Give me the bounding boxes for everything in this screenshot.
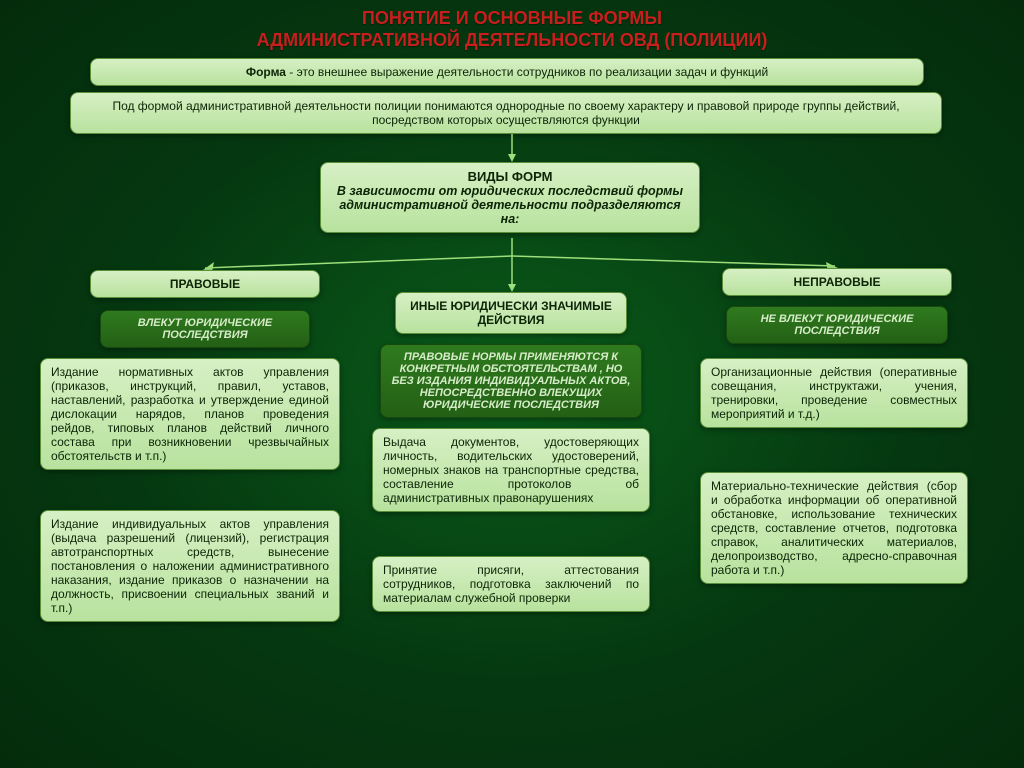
other-header: ИНЫЕ ЮРИДИЧЕСКИ ЗНАЧИМЫЕ ДЕЙСТВИЯ (395, 292, 627, 334)
legal-box1-text: Издание нормативных актов управления (пр… (51, 365, 329, 463)
legal-box1: Издание нормативных актов управления (пр… (40, 358, 340, 470)
other-header-text: ИНЫЕ ЮРИДИЧЕСКИ ЗНАЧИМЫЕ ДЕЙСТВИЯ (410, 299, 612, 327)
types-header-sub: В зависимости от юридических последствий… (331, 184, 689, 226)
other-box1: Выдача документов, удостоверяющих личнос… (372, 428, 650, 512)
other-box1-text: Выдача документов, удостоверяющих личнос… (383, 435, 639, 505)
nonlegal-box2-text: Материально-технические действия (сбор и… (711, 479, 957, 577)
title-line1: ПОНЯТИЕ И ОСНОВНЫЕ ФОРМЫ (0, 8, 1024, 30)
nonlegal-box2: Материально-технические действия (сбор и… (700, 472, 968, 584)
other-sub: ПРАВОВЫЕ НОРМЫ ПРИМЕНЯЮТСЯ К КОНКРЕТНЫМ … (380, 344, 642, 418)
other-box2: Принятие присяги, аттестования сотрудник… (372, 556, 650, 612)
legal-header-text: ПРАВОВЫЕ (170, 277, 240, 291)
types-header-box: ВИДЫ ФОРМ В зависимости от юридических п… (320, 162, 700, 233)
nonlegal-header-text: НЕПРАВОВЫЕ (793, 275, 880, 289)
nonlegal-sub-text: НЕ ВЛЕКУТ ЮРИДИЧЕСКИЕ ПОСЛЕДСТВИЯ (761, 313, 914, 337)
legal-box2: Издание индивидуальных актов управления … (40, 510, 340, 622)
nonlegal-box1-text: Организационные действия (оперативные со… (711, 365, 957, 421)
types-header-title: ВИДЫ ФОРМ (331, 169, 689, 184)
definition-form-bold: Форма (246, 65, 286, 79)
definition-admin: Под формой административной деятельности… (70, 92, 942, 134)
other-sub-text: ПРАВОВЫЕ НОРМЫ ПРИМЕНЯЮТСЯ К КОНКРЕТНЫМ … (392, 351, 631, 411)
other-box2-text: Принятие присяги, аттестования сотрудник… (383, 563, 639, 605)
nonlegal-sub: НЕ ВЛЕКУТ ЮРИДИЧЕСКИЕ ПОСЛЕДСТВИЯ (726, 306, 948, 344)
definition-admin-text: Под формой административной деятельности… (112, 99, 899, 127)
definition-form-rest: - это внешнее выражение деятельности сот… (286, 65, 768, 79)
definition-form: Форма - это внешнее выражение деятельнос… (90, 58, 924, 86)
legal-sub-text: ВЛЕКУТ ЮРИДИЧЕСКИЕ ПОСЛЕДСТВИЯ (138, 317, 272, 341)
legal-box2-text: Издание индивидуальных актов управления … (51, 517, 329, 615)
nonlegal-header: НЕПРАВОВЫЕ (722, 268, 952, 296)
page-title: ПОНЯТИЕ И ОСНОВНЫЕ ФОРМЫ АДМИНИСТРАТИВНО… (0, 0, 1024, 51)
legal-header: ПРАВОВЫЕ (90, 270, 320, 298)
legal-sub: ВЛЕКУТ ЮРИДИЧЕСКИЕ ПОСЛЕДСТВИЯ (100, 310, 310, 348)
title-line2: АДМИНИСТРАТИВНОЙ ДЕЯТЕЛЬНОСТИ ОВД (ПОЛИЦ… (0, 30, 1024, 52)
nonlegal-box1: Организационные действия (оперативные со… (700, 358, 968, 428)
